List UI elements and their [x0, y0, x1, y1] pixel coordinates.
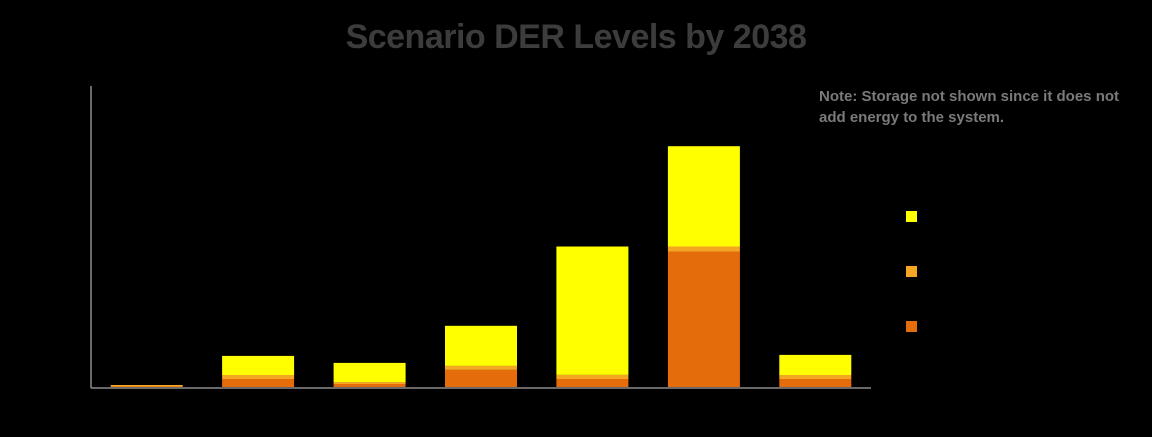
legend-swatch-3: [906, 321, 917, 332]
bars-group: [110, 146, 852, 387]
bar-segment-7-series-1: [779, 379, 852, 387]
bar-segment-4-series-3: [445, 325, 517, 366]
bar-segment-5-series-1: [556, 379, 629, 387]
legend-swatch-1: [906, 211, 917, 222]
bar-segment-6-series-2: [667, 246, 740, 252]
chart-title: Scenario DER Levels by 2038: [345, 18, 807, 56]
chart-note: Note: Storage not shown since it does no…: [819, 88, 1120, 126]
bar-segment-5-series-2: [556, 375, 629, 379]
bar-segment-4-series-2: [445, 365, 517, 370]
bar-segment-1-series-2: [110, 385, 183, 387]
bar-segment-3-series-2: [333, 382, 406, 384]
bar-segment-7-series-2: [779, 375, 852, 379]
bar-segment-2-series-3: [222, 355, 295, 375]
bar-segment-2-series-1: [222, 379, 295, 387]
bar-segment-4-series-1: [445, 369, 517, 387]
bar-segment-7-series-3: [779, 354, 852, 375]
bar-segment-3-series-3: [333, 362, 406, 382]
bar-segment-2-series-2: [222, 375, 295, 379]
bar-segment-3-series-1: [333, 384, 406, 387]
bar-segment-6-series-3: [667, 146, 740, 247]
bar-segment-5-series-3: [556, 246, 629, 375]
bar-segment-1-series-1: [110, 386, 183, 387]
bar-segment-6-series-1: [667, 251, 740, 387]
legend-swatch-2: [906, 266, 917, 277]
